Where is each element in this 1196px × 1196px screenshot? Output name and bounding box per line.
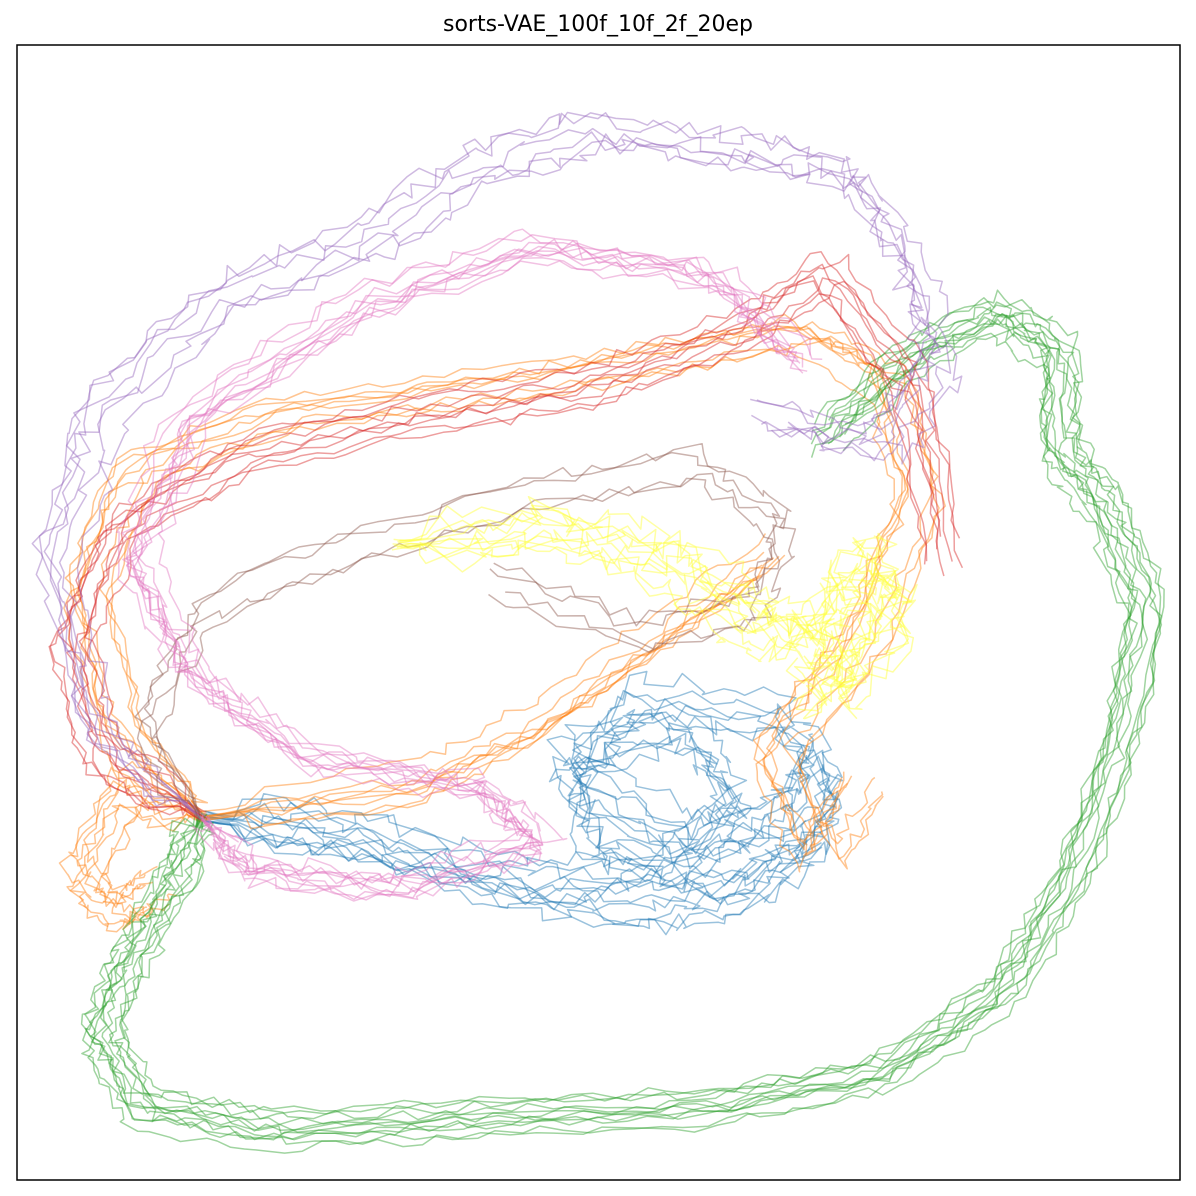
series-group-7 — [391, 495, 918, 720]
trajectory-line — [204, 704, 840, 928]
trajectory-line — [203, 732, 822, 906]
trajectory-line — [63, 344, 905, 873]
trajectory-line — [105, 338, 940, 870]
trajectory-line — [95, 802, 205, 931]
trajectory-line — [198, 737, 806, 900]
trajectory-line — [400, 539, 915, 719]
trajectory-line — [397, 504, 903, 684]
trajectory-line — [115, 234, 781, 885]
trajectory-line — [126, 245, 804, 901]
trajectory-line — [200, 533, 767, 813]
trajectory-line — [86, 280, 964, 819]
plot-frame — [16, 44, 1181, 1181]
trajectory-line — [78, 277, 953, 818]
trajectory-line — [136, 477, 781, 821]
trajectory-line — [205, 712, 843, 936]
trajectory-line — [90, 318, 1144, 1141]
trajectory-line — [203, 555, 780, 818]
trajectory-line — [122, 247, 801, 894]
trajectory-line — [202, 557, 775, 819]
series-group-4 — [31, 111, 963, 820]
trajectory-line — [200, 575, 763, 826]
trajectory-line — [204, 698, 818, 867]
trajectory-line — [132, 238, 811, 885]
trajectory-line — [120, 298, 1162, 1120]
trajectory-line — [101, 314, 1149, 1140]
trajectory-line — [81, 332, 1138, 1154]
trajectory-line — [157, 240, 823, 894]
trajectory-line — [82, 316, 1132, 1141]
trajectory-line — [121, 228, 791, 884]
trajectory-line — [151, 472, 797, 820]
series-group-5 — [134, 442, 797, 821]
trajectory-line — [143, 442, 792, 814]
trajectory-line — [398, 512, 903, 686]
trajectory-line — [203, 727, 822, 899]
series-group-0 — [198, 670, 844, 936]
trajectory-line — [78, 326, 909, 857]
trajectory-line — [393, 530, 883, 720]
trajectory-line — [399, 516, 917, 698]
trajectory-line — [132, 256, 808, 901]
trajectory-line — [57, 263, 939, 817]
trajectory-line — [202, 551, 765, 818]
trajectory-line — [110, 337, 946, 860]
trajectory-line — [200, 711, 807, 878]
trajectory-line — [136, 260, 804, 902]
trajectory-line — [84, 297, 1139, 1120]
trajectory-line — [202, 690, 831, 904]
trajectory-line — [68, 323, 903, 851]
trajectory-line — [198, 577, 756, 830]
trajectory-line — [68, 766, 200, 901]
series-group-6 — [115, 228, 823, 902]
trajectory-line — [84, 253, 961, 814]
trajectory-line — [119, 312, 1165, 1133]
trajectory-line — [203, 714, 840, 932]
trajectory-line — [392, 529, 893, 706]
trajectory-line — [80, 306, 1136, 1130]
trajectory-line — [399, 495, 918, 682]
chart-title: sorts-VAE_100f_10f_2f_20ep — [442, 12, 753, 37]
trajectory-line — [98, 321, 935, 845]
trajectory-line — [31, 111, 931, 816]
trajectory-line — [76, 133, 963, 819]
trajectory-line — [49, 131, 941, 820]
trajectory-line — [48, 280, 928, 821]
trajectory-line — [84, 306, 1134, 1132]
trajectory-line — [35, 127, 936, 818]
series-group-2 — [80, 289, 1165, 1154]
trajectory-line — [201, 745, 823, 911]
trajectory-line — [396, 529, 911, 709]
trajectory-line — [58, 780, 200, 907]
series-layer — [31, 111, 1165, 1154]
trajectory-line — [58, 139, 952, 820]
trajectory-line — [134, 451, 781, 814]
trajectory-line — [83, 760, 202, 892]
trajectory-line — [205, 670, 843, 893]
trajectory-line — [77, 778, 201, 909]
trajectory-line — [126, 250, 799, 890]
trajectory-line — [102, 289, 1152, 1114]
trajectory-line — [71, 293, 945, 823]
trajectory-line — [391, 541, 872, 712]
trajectory-line — [66, 804, 202, 927]
trajectory-line — [100, 794, 208, 924]
trajectory-line — [203, 689, 844, 912]
series-group-3 — [48, 251, 964, 823]
trajectory-line — [126, 241, 798, 898]
trajectory-line — [206, 554, 786, 818]
trajectory-line — [43, 112, 939, 814]
trajectory-line — [393, 507, 886, 688]
trajectory-line — [69, 803, 202, 933]
trajectory-line — [64, 313, 907, 842]
trajectory-line — [114, 322, 1163, 1146]
series-group-1 — [58, 313, 946, 933]
trajectory-line — [201, 564, 763, 820]
trajectory-line — [108, 312, 1163, 1135]
trajectory-line — [75, 325, 909, 850]
trajectory-line — [67, 251, 942, 813]
trajectory-line — [49, 275, 928, 820]
